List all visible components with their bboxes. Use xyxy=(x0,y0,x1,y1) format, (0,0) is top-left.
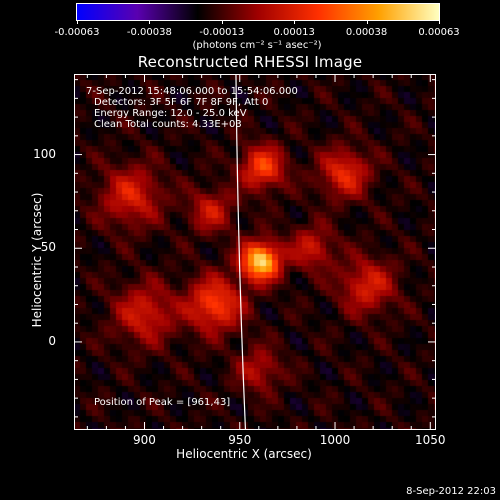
colorbar-tick-label: -0.00063 xyxy=(54,27,100,38)
colorbar-tick-mark xyxy=(366,20,368,24)
colorbar-tick-label: -0.00038 xyxy=(126,27,172,38)
colorbar-tick-label: 0.00063 xyxy=(418,27,460,38)
y-axis-label: Heliocentric Y (arcsec) xyxy=(30,192,44,328)
x-tick-label: 1050 xyxy=(415,433,446,447)
colorbar-tick-mark xyxy=(77,20,78,24)
colorbar-tick-label: -0.00013 xyxy=(199,27,245,38)
annotation-energy: Energy Range: 12.0 - 25.0 keV xyxy=(94,108,247,119)
colorbar-tick-mark xyxy=(294,20,296,24)
x-tick-label: 1000 xyxy=(319,433,351,447)
colorbar-tick-label: 0.00038 xyxy=(345,27,388,38)
x-tick-label: 900 xyxy=(133,433,156,447)
x-axis-label: Heliocentric X (arcsec) xyxy=(176,447,312,461)
heatmap-image xyxy=(74,74,436,430)
annotation-clean: Clean Total counts: 4.33E+03 xyxy=(94,119,242,130)
chart-title: Reconstructed RHESSI Image xyxy=(137,53,363,71)
annotation-time-range: 7-Sep-2012 15:48:06.000 to 15:54:06.000 xyxy=(86,86,298,97)
colorbar-tick-mark xyxy=(439,20,440,24)
annotation-detectors: Detectors: 3F 5F 6F 7F 8F 9F, Att 0 xyxy=(94,97,269,108)
y-tick-label: 50 xyxy=(40,240,56,255)
plot-area: 7-Sep-2012 15:48:06.000 to 15:54:06.000 … xyxy=(74,74,436,434)
colorbar-tick-label: 0.00013 xyxy=(273,27,315,38)
colorbar-tick-mark xyxy=(221,20,223,24)
colorbar xyxy=(76,3,440,21)
plot-frame xyxy=(74,74,436,430)
annotation-peak-position: Position of Peak = [961,43] xyxy=(94,397,231,408)
x-tick-label: 950 xyxy=(228,433,252,447)
y-tick-label: 0 xyxy=(48,333,56,348)
plot-overlay xyxy=(74,74,436,430)
footer-date: 8-Sep-2012 22:03 xyxy=(406,486,496,497)
colorbar-units: (photons cm⁻² s⁻¹ asec⁻²) xyxy=(192,40,322,51)
colorbar-tick-mark xyxy=(149,20,151,24)
solar-limb-line xyxy=(235,74,247,430)
y-tick-label: 100 xyxy=(33,146,56,161)
colorbar-gradient xyxy=(77,4,439,20)
